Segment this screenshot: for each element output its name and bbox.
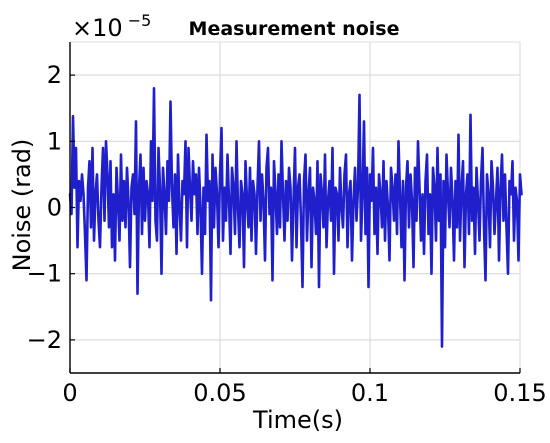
y-axis-exponent: ×10 −5: [72, 11, 151, 42]
x-tick-label: 0: [62, 379, 77, 407]
chart-title: Measurement noise: [189, 18, 400, 40]
x-tick-label: 0.05: [193, 379, 246, 407]
y-axis-exponent-power: −5: [128, 11, 152, 30]
y-tick-label: 1: [47, 127, 62, 155]
y-axis-exponent-base: ×10: [72, 14, 123, 42]
y-tick-label: −1: [27, 260, 62, 288]
y-axis-label: Noise (rad): [8, 139, 36, 272]
y-tick-group: −2 −1 0 1 2: [27, 61, 75, 354]
y-tick-label: 2: [47, 61, 62, 89]
x-axis-label: Time(s): [252, 406, 343, 434]
noise-series-line: [68, 87, 523, 348]
y-tick-label: −2: [27, 326, 62, 354]
y-tick-label: 0: [47, 194, 62, 222]
x-tick-label: 0.1: [351, 379, 389, 407]
series-group: [68, 87, 523, 348]
x-tick-group: 0 0.05 0.1 0.15: [62, 368, 547, 407]
x-tick-label: 0.15: [493, 379, 546, 407]
